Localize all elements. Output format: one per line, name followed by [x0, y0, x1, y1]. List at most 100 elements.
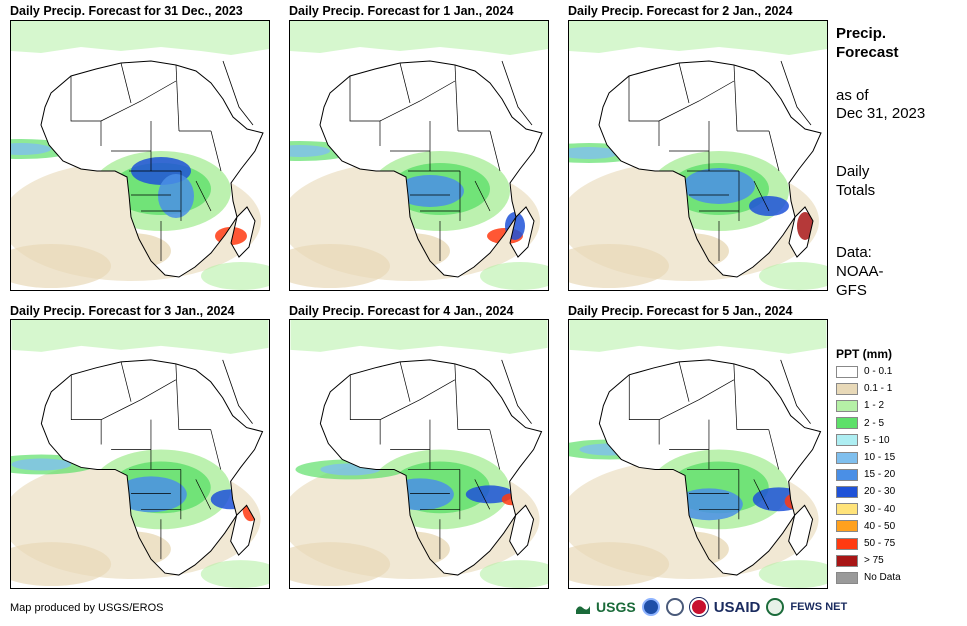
country-border — [753, 180, 770, 212]
legend-item: 10 - 15 — [836, 450, 895, 465]
madagascar-coastline — [230, 206, 256, 258]
madagascar-coastline — [230, 504, 256, 556]
legend-item: 0 - 0.1 — [836, 364, 892, 379]
country-border — [658, 80, 735, 122]
legend-swatch — [836, 485, 858, 498]
madagascar-coastline — [788, 504, 814, 556]
country-border — [628, 374, 660, 445]
legend-swatch — [836, 468, 858, 481]
source-line2: NOAA- — [836, 263, 884, 280]
light-rain-area — [290, 244, 390, 288]
legend-swatch — [836, 554, 858, 567]
light-rain-area — [290, 542, 391, 587]
usgs-logo: USGS — [596, 599, 636, 615]
heavy-rain-area — [465, 485, 514, 504]
country-border — [120, 361, 132, 402]
red-sea-coast — [222, 359, 253, 424]
heavy-rain-area — [396, 175, 464, 207]
usgs-logo-icon — [576, 600, 590, 614]
panel-title-4: Daily Precip. Forecast for 3 Jan., 2024 — [10, 304, 235, 318]
country-border — [100, 80, 177, 122]
country-border — [678, 62, 690, 104]
coastline — [319, 60, 543, 278]
coastline — [40, 60, 264, 278]
country-border — [70, 374, 102, 445]
heavy-rain-area — [683, 168, 755, 204]
light-rain-area — [11, 244, 111, 288]
legend-label: 50 - 75 — [864, 538, 896, 549]
source-line3: GFS — [836, 282, 867, 299]
country-border — [210, 429, 222, 470]
source-line1: Data: — [836, 244, 872, 261]
rain-area — [290, 145, 330, 157]
legend-label: 20 - 30 — [864, 486, 896, 498]
country-border — [489, 130, 501, 172]
country-border — [768, 130, 780, 172]
legend-label: > 75 — [864, 555, 884, 567]
arabia-region — [780, 359, 825, 430]
madagascar-coastline — [788, 206, 814, 258]
red-sea-coast — [501, 60, 533, 126]
country-border — [195, 479, 212, 510]
legend-label: 0.1 - 1 — [864, 383, 893, 395]
coastline — [598, 60, 822, 278]
arabia-region — [502, 61, 546, 131]
legend-swatch — [836, 365, 858, 378]
legend-item: 0.1 - 1 — [836, 381, 892, 396]
madagascar-coastline — [509, 504, 535, 556]
light-rain-area — [569, 542, 670, 587]
panel-title-5: Daily Precip. Forecast for 4 Jan., 2024 — [289, 304, 514, 318]
europe-region — [290, 320, 548, 354]
legend-item: 2 - 5 — [836, 416, 884, 431]
coastline — [598, 359, 822, 576]
country-border — [175, 363, 180, 430]
country-border — [349, 374, 381, 445]
legend-item: No Data — [836, 570, 901, 585]
side-title-line2: Forecast — [836, 44, 899, 61]
legend-swatch — [836, 434, 858, 447]
rain-area — [201, 262, 269, 290]
rain-area — [11, 458, 72, 471]
heavy-rain-area — [797, 212, 813, 240]
legend-item: 5 - 10 — [836, 433, 890, 448]
noaa-logo-icon — [641, 598, 660, 616]
country-border — [753, 479, 770, 510]
heavy-rain-area — [749, 196, 789, 216]
legend-label: 30 - 40 — [864, 503, 896, 515]
country-border — [195, 180, 212, 212]
forecast-map-5 — [289, 319, 549, 589]
legend-swatch — [836, 417, 858, 430]
country-border — [628, 76, 660, 146]
panel-title-3: Daily Precip. Forecast for 2 Jan., 2024 — [568, 4, 793, 18]
red-sea-coast — [780, 359, 811, 424]
forecast-map-2 — [289, 20, 549, 291]
legend-label: 1 - 2 — [864, 400, 885, 412]
country-border — [349, 76, 381, 146]
legend-label: No Data — [864, 572, 901, 584]
rain-area — [569, 147, 619, 159]
europe-region — [11, 320, 269, 354]
credit-text: Map produced by USGS/EROS — [10, 602, 164, 614]
madagascar-coastline — [509, 206, 535, 258]
legend-swatch — [836, 503, 858, 516]
red-sea-coast — [501, 359, 532, 424]
legend-item: 15 - 20 — [836, 467, 895, 482]
legend-label: 40 - 50 — [864, 520, 896, 532]
fews-net-logo: FEWS NET — [790, 601, 848, 613]
heavy-rain-area — [115, 476, 187, 513]
country-border — [399, 361, 411, 402]
asof-date: Dec 31, 2023 — [836, 105, 926, 122]
totals-line2: Totals — [836, 182, 876, 199]
heavy-rain-area — [158, 174, 194, 218]
legend-swatch — [836, 520, 858, 533]
country-border — [120, 62, 132, 104]
madagascar-land — [788, 505, 813, 556]
coastline — [40, 359, 264, 576]
country-border — [70, 76, 102, 146]
red-sea-coast — [222, 60, 254, 126]
arabia-region — [222, 359, 267, 430]
heavy-rain-area — [675, 488, 743, 521]
country-border — [658, 379, 735, 420]
arabia-region — [501, 359, 546, 430]
rain-area — [759, 262, 827, 290]
